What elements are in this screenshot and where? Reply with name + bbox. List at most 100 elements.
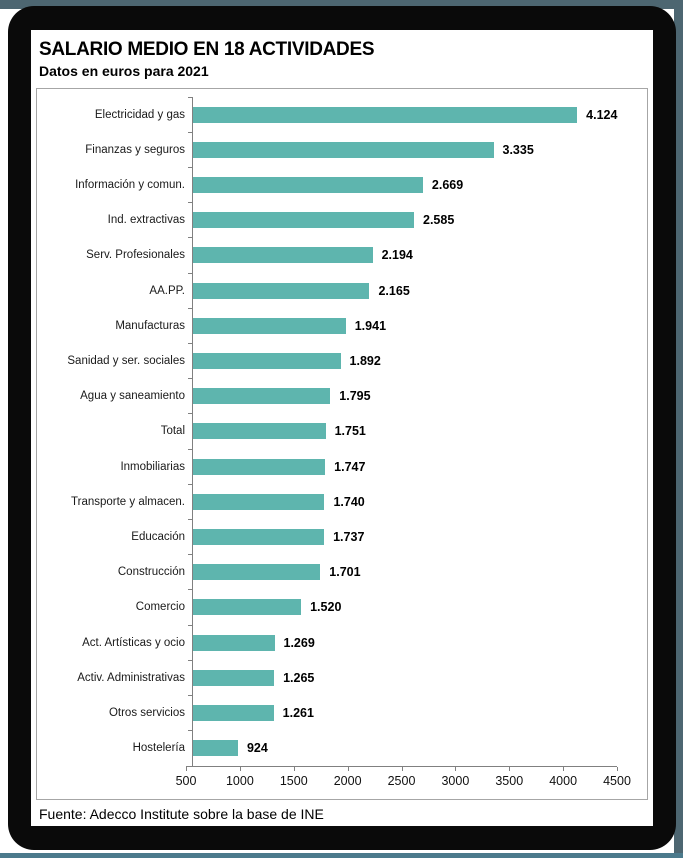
category-label: Información y comun. xyxy=(75,179,185,191)
bar-row: AA.PP. 2.165 xyxy=(41,272,643,309)
bar-track: 1.269 xyxy=(188,624,643,661)
x-axis-tick xyxy=(186,767,187,771)
bar-track: 2.194 xyxy=(188,237,643,274)
x-axis-line: 500 1000 1500 2000 2500 3000 3500 4000 4500 xyxy=(176,766,631,800)
bar xyxy=(193,599,302,616)
category-label: Electricidad y gas xyxy=(94,108,185,121)
bar xyxy=(193,458,326,475)
value-label: 2.585 xyxy=(423,213,455,228)
chart-title: SALARIO MEDIO EN 18 ACTIVIDADES xyxy=(39,39,375,60)
plot-area: Electricidad y gas 4.124 Finanzas y segu… xyxy=(36,88,648,800)
value-label: 1.892 xyxy=(349,354,381,369)
value-label: 2.194 xyxy=(381,248,413,263)
value-label: 1.747 xyxy=(334,459,366,474)
value-label: 1.269 xyxy=(283,635,315,650)
x-axis-tick-label: 2500 xyxy=(387,774,416,788)
bar-row: Otros servicios 1.261 xyxy=(41,694,643,731)
x-axis-tick-label: 3500 xyxy=(495,774,524,788)
bar-row: Ind. extractivas 2.585 xyxy=(41,202,643,238)
x-axis-tick xyxy=(293,767,295,771)
bar xyxy=(193,564,321,581)
bar-scale: 1.941 xyxy=(193,308,617,343)
bar xyxy=(193,317,346,334)
bar-row: Construcción 1.701 xyxy=(41,554,643,590)
bar-track: 2.165 xyxy=(188,272,643,309)
category-label: Otros servicios xyxy=(108,707,185,720)
category-label: Manufacturas xyxy=(115,319,185,332)
bar-row: Activ. Administrativas 1.265 xyxy=(41,659,643,696)
bar-row: Manufacturas 1.941 xyxy=(41,307,643,344)
bar-row: Total 1.751 xyxy=(41,413,643,450)
bar-track: 1.941 xyxy=(188,307,643,344)
bar-row: Información y comun. 2.669 xyxy=(41,166,643,203)
bar-scale: 1.261 xyxy=(193,695,617,730)
x-axis-tick-label: 3000 xyxy=(441,774,470,788)
bar-track: 1.737 xyxy=(188,518,643,555)
x-axis-tick xyxy=(617,767,618,771)
right-edge-strip xyxy=(674,0,683,858)
bar-scale: 2.585 xyxy=(193,203,617,238)
x-axis-tick-label: 1000 xyxy=(225,774,254,788)
category-label: Ind. extractivas xyxy=(107,214,185,227)
x-axis: 500 1000 1500 2000 2500 3000 3500 4000 4500 xyxy=(176,766,643,800)
bar-row: Transporte y almacen. 1.740 xyxy=(41,483,643,520)
category-label: Total xyxy=(160,425,185,438)
bar-scale: 1.751 xyxy=(193,414,617,449)
category-label: Sanidad y ser. sociales xyxy=(67,355,185,368)
category-label: Comercio xyxy=(135,601,185,614)
category-label: Finanzas y seguros xyxy=(85,143,185,156)
chart-card: SALARIO MEDIO EN 18 ACTIVIDADES Datos en… xyxy=(31,30,653,826)
x-axis-tick-label: 1500 xyxy=(279,774,308,788)
bar-row: Inmobiliarias 1.747 xyxy=(41,448,643,485)
bar xyxy=(193,423,326,440)
category-label: Inmobiliarias xyxy=(120,460,185,473)
bar xyxy=(193,740,238,757)
chart-subtitle: Datos en euros para 2021 xyxy=(39,63,209,79)
bar-scale: 1.269 xyxy=(193,625,617,660)
bar-scale: 2.165 xyxy=(193,273,617,308)
bar-scale: 1.737 xyxy=(193,519,617,554)
bar-track: 1.520 xyxy=(188,589,643,626)
bar-row: Sanidad y ser. sociales 1.892 xyxy=(41,342,643,379)
bar-row: Hostelería 924 xyxy=(41,730,643,766)
value-label: 1.701 xyxy=(329,565,361,580)
bar-track: 1.261 xyxy=(188,694,643,731)
category-label: Hostelería xyxy=(132,742,185,755)
category-label: Activ. Administrativas xyxy=(77,671,185,684)
bar-scale: 1.740 xyxy=(193,484,617,519)
x-axis-tick xyxy=(401,767,403,771)
bar xyxy=(193,247,373,264)
bar-track: 1.747 xyxy=(188,448,643,485)
bar-scale: 1.701 xyxy=(193,555,617,590)
category-label: Transporte y almacen. xyxy=(71,495,185,508)
bar-track: 2.669 xyxy=(188,166,643,203)
bar-scale: 924 xyxy=(193,731,617,766)
bar-row: Act. Artísticas y ocio 1.269 xyxy=(41,624,643,661)
bar xyxy=(193,106,578,123)
category-label: AA.PP. xyxy=(149,284,185,297)
bar xyxy=(193,493,325,510)
bar-scale: 3.335 xyxy=(193,132,617,167)
bar-track: 1.892 xyxy=(188,342,643,379)
value-label: 2.165 xyxy=(378,283,410,298)
bar-scale: 2.194 xyxy=(193,238,617,273)
value-label: 1.261 xyxy=(282,706,314,721)
bar-scale: 1.265 xyxy=(193,660,617,695)
bar-track: 2.585 xyxy=(188,202,643,238)
x-axis-tick xyxy=(563,767,565,771)
value-label: 1.740 xyxy=(333,494,365,509)
bar-row: Agua y saneamiento 1.795 xyxy=(41,378,643,414)
bar-row: Serv. Profesionales 2.194 xyxy=(41,237,643,274)
value-label: 1.265 xyxy=(283,670,315,685)
value-label: 2.669 xyxy=(431,178,464,192)
bar xyxy=(193,634,275,651)
x-axis-tick-label: 4500 xyxy=(603,774,631,788)
x-axis-tick-label: 500 xyxy=(175,774,197,788)
bar-track: 1.751 xyxy=(188,413,643,450)
bar-scale: 1.520 xyxy=(193,590,617,625)
value-label: 1.751 xyxy=(334,424,366,439)
x-axis-tick-label: 2000 xyxy=(333,774,362,788)
bar xyxy=(193,141,494,158)
bar-scale: 1.892 xyxy=(193,343,617,378)
bar xyxy=(193,388,331,405)
